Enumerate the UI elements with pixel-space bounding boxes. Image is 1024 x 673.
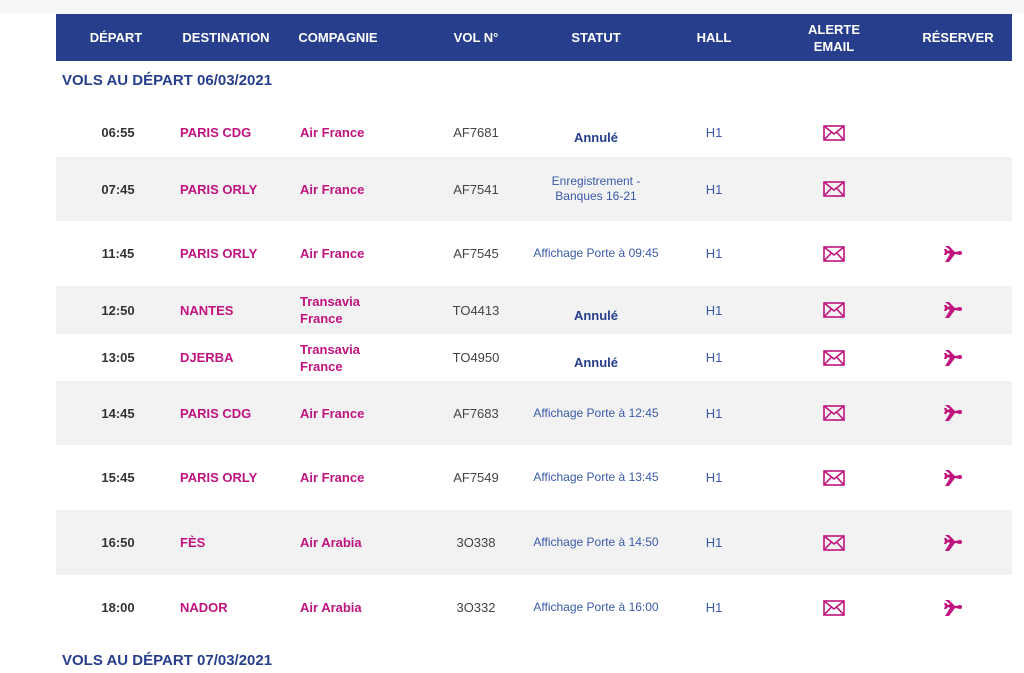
column-header: RÉSERVER xyxy=(922,30,994,45)
hall: H1 xyxy=(705,470,723,485)
column-header: DESTINATION xyxy=(182,30,270,45)
airline: Air Arabia xyxy=(300,600,362,615)
flight-row: 16:50 FÈS Air Arabia 3O338 Affichage Porte à… xyxy=(56,510,1012,575)
column-header: STATUT xyxy=(571,30,621,45)
email-alert[interactable] xyxy=(774,157,894,221)
email-alert[interactable] xyxy=(774,510,894,575)
departure-time: 16:50 xyxy=(101,535,135,550)
email-alert[interactable] xyxy=(774,221,894,286)
book-button[interactable] xyxy=(894,381,1012,445)
destination: NANTES xyxy=(180,302,234,318)
section-title: VOLS AU DÉPART 06/03/2021 xyxy=(62,72,273,89)
status: Affichage Porte à 14:50 xyxy=(533,535,659,549)
departure-time: 15:45 xyxy=(101,470,135,485)
email-alert[interactable] xyxy=(774,286,894,334)
airline: Air Arabia xyxy=(300,535,362,550)
status: Affichage Porte à 09:45 xyxy=(533,246,659,260)
hall: H1 xyxy=(705,535,723,550)
email-alert[interactable] xyxy=(774,575,894,640)
top-bar xyxy=(0,0,1024,14)
departure-time: 11:45 xyxy=(101,246,135,261)
flight-row: 11:45 PARIS ORLY Air France AF7545 Affichage… xyxy=(56,221,1012,286)
status: Annulé xyxy=(573,130,619,145)
flight-row: 14:45 PARIS CDG Air France AF7683 Affichage … xyxy=(56,381,1012,445)
book-button[interactable] xyxy=(894,108,1012,157)
hall: H1 xyxy=(705,246,723,261)
departure-time: 12:50 xyxy=(101,302,135,318)
flight-row: 13:05 DJERBA Transavia France TO4950 Annulé H… xyxy=(56,334,1012,381)
book-button[interactable] xyxy=(894,286,1012,334)
book-button[interactable] xyxy=(894,575,1012,640)
flight-row: 12:50 NANTES Transavia France TO4413 Annulé H… xyxy=(56,286,1012,334)
hall: H1 xyxy=(705,125,723,140)
hall: H1 xyxy=(705,181,723,197)
column-header: VOL N° xyxy=(453,30,499,45)
destination: PARIS CDG xyxy=(180,125,252,140)
book-button[interactable] xyxy=(894,221,1012,286)
flight-number: 3O332 xyxy=(456,600,496,615)
airline: Air France xyxy=(300,181,365,197)
destination: DJERBA xyxy=(180,350,234,365)
status: Annulé xyxy=(573,307,619,323)
departure-time: 06:55 xyxy=(101,125,135,140)
flight-row: 06:55 PARIS CDG Air France AF7681 Annulé H1 xyxy=(56,108,1012,157)
status: Enregistrement - Banques 16-21 xyxy=(551,174,641,203)
status: Affichage Porte à 12:45 xyxy=(533,405,659,420)
email-alert[interactable] xyxy=(774,381,894,445)
flight-number: AF7541 xyxy=(453,181,499,197)
email-alert[interactable] xyxy=(774,445,894,510)
status: Affichage Porte à 16:00 xyxy=(533,600,659,614)
airline: Air France xyxy=(300,125,365,140)
destination: PARIS ORLY xyxy=(180,181,258,197)
email-alert[interactable] xyxy=(774,334,894,381)
hall: H1 xyxy=(705,302,723,318)
status: Annulé xyxy=(573,355,619,370)
book-button[interactable] xyxy=(894,445,1012,510)
table-header: DÉPART DESTINATION COMPAGNIE VOL N° STATUT HA… xyxy=(56,14,1012,61)
departure-time: 13:05 xyxy=(101,350,135,365)
flight-number: AF7549 xyxy=(453,470,499,485)
flight-number: TO4413 xyxy=(452,302,500,318)
departure-time: 14:45 xyxy=(101,405,135,421)
departure-time: 18:00 xyxy=(101,600,135,615)
email-alert[interactable] xyxy=(774,108,894,157)
destination: NADOR xyxy=(180,600,228,615)
book-button[interactable] xyxy=(894,510,1012,575)
hall: H1 xyxy=(705,405,723,421)
destination: PARIS ORLY xyxy=(180,246,258,261)
hall: H1 xyxy=(705,600,723,615)
column-header: COMPAGNIE xyxy=(298,30,378,45)
departure-time: 07:45 xyxy=(101,181,135,197)
airline: Air France xyxy=(300,470,365,485)
flight-number: AF7545 xyxy=(453,246,499,261)
destination: FÈS xyxy=(180,535,206,550)
column-header: ALERTE EMAIL xyxy=(808,21,860,54)
destination: PARIS ORLY xyxy=(180,470,258,485)
flight-row: 18:00 NADOR Air Arabia 3O332 Affichage Porte… xyxy=(56,575,1012,640)
section-title: VOLS AU DÉPART 07/03/2021 xyxy=(62,652,273,669)
airline: Air France xyxy=(300,405,365,421)
flight-number: 3O338 xyxy=(456,535,496,550)
airline: Transavia France xyxy=(300,341,360,374)
flight-number: AF7683 xyxy=(453,405,499,421)
flight-row: 07:45 PARIS ORLY Air France AF7541 Enregistr… xyxy=(56,157,1012,221)
destination: PARIS CDG xyxy=(180,405,252,421)
flight-number: AF7681 xyxy=(453,125,499,140)
flight-row: 15:45 PARIS ORLY Air France AF7549 Affichage… xyxy=(56,445,1012,510)
flight-number: TO4950 xyxy=(452,350,500,365)
airline: Transavia France xyxy=(300,294,360,326)
airline: Air France xyxy=(300,246,365,261)
column-header: DÉPART xyxy=(89,30,143,45)
book-button[interactable] xyxy=(894,334,1012,381)
column-header: HALL xyxy=(696,30,732,45)
hall: H1 xyxy=(705,350,723,365)
status: Affichage Porte à 13:45 xyxy=(533,470,659,484)
book-button[interactable] xyxy=(894,157,1012,221)
